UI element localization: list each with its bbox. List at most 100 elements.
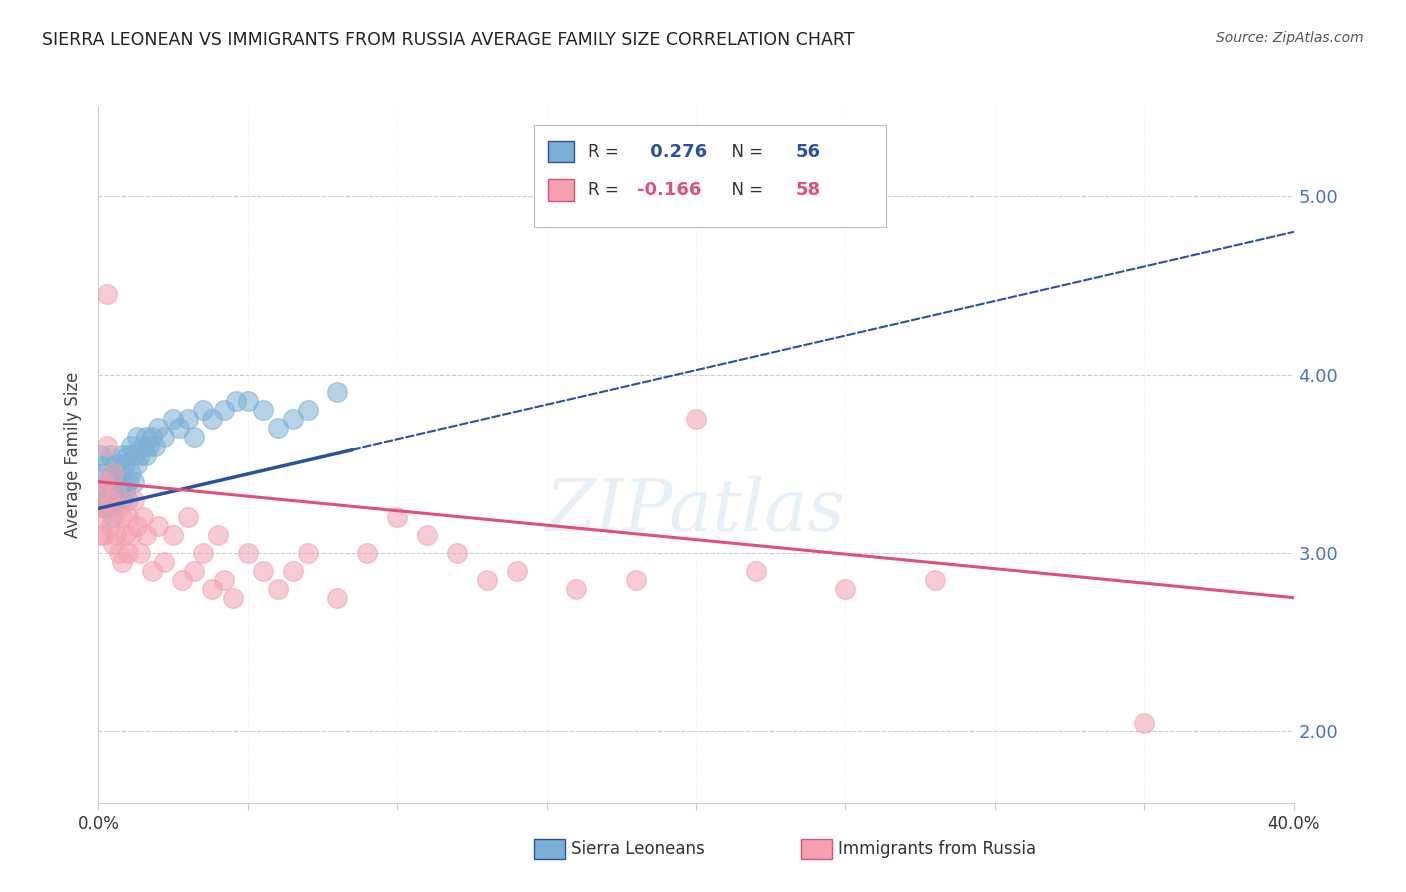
Point — [96, 287, 118, 301]
Point — [103, 466, 125, 480]
Point — [177, 412, 200, 426]
Y-axis label: Average Family Size: Average Family Size — [65, 372, 83, 538]
Point — [96, 439, 118, 453]
Point — [124, 475, 146, 489]
Point — [236, 394, 259, 409]
Point — [416, 528, 439, 542]
Point — [93, 528, 115, 542]
Point — [267, 421, 290, 435]
Point — [90, 448, 112, 462]
Point — [183, 564, 205, 578]
Point — [222, 591, 245, 605]
Point — [141, 430, 163, 444]
Point — [90, 510, 112, 524]
Point — [177, 510, 200, 524]
Point — [114, 483, 136, 498]
Point — [103, 537, 125, 551]
Point — [117, 546, 139, 560]
Point — [135, 430, 157, 444]
Point — [93, 501, 115, 516]
Point — [100, 475, 122, 489]
Point — [111, 448, 134, 462]
Point — [90, 483, 112, 498]
Point — [100, 448, 122, 462]
Text: ZIPatlas: ZIPatlas — [546, 475, 846, 546]
Point — [117, 492, 139, 507]
Point — [207, 528, 229, 542]
Text: Immigrants from Russia: Immigrants from Russia — [838, 840, 1036, 858]
Point — [135, 448, 157, 462]
Point — [148, 519, 170, 533]
Point — [183, 430, 205, 444]
Point — [100, 501, 122, 516]
Point — [111, 492, 134, 507]
Point — [153, 555, 176, 569]
Point — [108, 501, 131, 516]
Point — [127, 430, 149, 444]
Point — [111, 510, 134, 524]
Text: 58: 58 — [796, 181, 821, 199]
Text: 56: 56 — [796, 143, 821, 161]
Point — [924, 573, 946, 587]
Point — [93, 501, 115, 516]
Point — [96, 475, 118, 489]
Point — [93, 475, 115, 489]
Point — [117, 510, 139, 524]
Text: Sierra Leoneans: Sierra Leoneans — [571, 840, 704, 858]
Point — [100, 492, 122, 507]
Point — [132, 439, 155, 453]
Point — [685, 412, 707, 426]
Point — [162, 412, 184, 426]
Point — [138, 439, 160, 453]
Point — [127, 457, 149, 471]
Point — [385, 510, 409, 524]
Point — [252, 564, 274, 578]
Point — [103, 483, 125, 498]
Point — [120, 466, 142, 480]
Point — [191, 546, 214, 560]
Point — [297, 403, 319, 417]
Point — [105, 528, 128, 542]
Point — [153, 430, 176, 444]
Text: SIERRA LEONEAN VS IMMIGRANTS FROM RUSSIA AVERAGE FAMILY SIZE CORRELATION CHART: SIERRA LEONEAN VS IMMIGRANTS FROM RUSSIA… — [42, 31, 855, 49]
Point — [105, 492, 128, 507]
Point — [105, 457, 128, 471]
Point — [212, 403, 235, 417]
Point — [212, 573, 235, 587]
Point — [129, 448, 152, 462]
Text: N =: N = — [721, 181, 769, 199]
Text: -0.166: -0.166 — [637, 181, 702, 199]
Point — [127, 519, 149, 533]
Point — [745, 564, 768, 578]
Point — [1133, 715, 1156, 730]
Point — [124, 448, 146, 462]
Point — [252, 403, 274, 417]
Point — [162, 528, 184, 542]
Point — [446, 546, 468, 560]
Point — [565, 582, 588, 596]
Point — [172, 573, 194, 587]
Point — [108, 466, 131, 480]
Point — [124, 492, 146, 507]
Point — [297, 546, 319, 560]
Point — [132, 510, 155, 524]
Point — [356, 546, 378, 560]
Point — [129, 546, 152, 560]
Point — [167, 421, 190, 435]
Point — [93, 466, 115, 480]
Point — [141, 564, 163, 578]
Point — [225, 394, 247, 409]
Point — [117, 475, 139, 489]
Text: R =: R = — [588, 181, 624, 199]
Point — [326, 385, 349, 400]
Point — [96, 457, 118, 471]
Point — [103, 466, 125, 480]
Point — [117, 448, 139, 462]
Text: 0.276: 0.276 — [644, 143, 707, 161]
Point — [105, 483, 128, 498]
Point — [114, 528, 136, 542]
Text: R =: R = — [588, 143, 624, 161]
Point — [105, 475, 128, 489]
Text: N =: N = — [721, 143, 769, 161]
Point — [108, 546, 131, 560]
